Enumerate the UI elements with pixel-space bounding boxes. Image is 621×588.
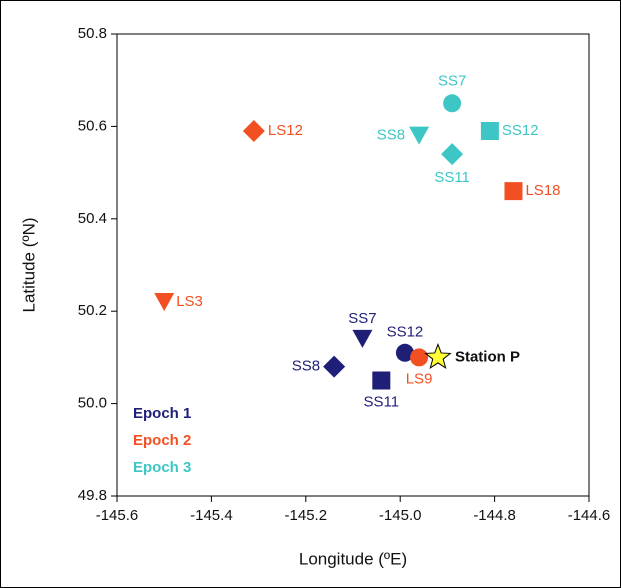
marker (372, 371, 391, 390)
marker (441, 143, 464, 166)
y-tick-label: 50.8 (78, 25, 107, 42)
y-tick-label: 50.2 (78, 302, 107, 319)
point-label: SS8 (377, 127, 405, 144)
x-tick-label: -145.6 (96, 507, 139, 524)
marker (480, 122, 499, 141)
marker (352, 329, 373, 348)
x-tick-label: -144.8 (473, 507, 516, 524)
point-label: LS9 (406, 370, 433, 387)
x-tick-label: -145.0 (379, 507, 422, 524)
point-label: SS11 (434, 169, 470, 186)
point-label: LS12 (268, 122, 303, 139)
x-tick-label: -145.4 (190, 507, 233, 524)
marker (154, 292, 175, 311)
point-label: LS18 (525, 182, 560, 199)
x-axis-title: Longitude (ºE) (299, 549, 407, 568)
x-tick-label: -144.6 (568, 507, 611, 524)
legend-entry: Epoch 2 (133, 432, 191, 449)
marker (504, 182, 523, 201)
marker (242, 120, 265, 143)
marker (410, 348, 429, 367)
x-tick-label: -145.2 (285, 507, 328, 524)
y-tick-label: 49.8 (78, 487, 107, 504)
point-label: SS7 (348, 310, 376, 327)
station-marker (424, 342, 452, 370)
plot-area (116, 33, 590, 497)
point-label: SS8 (292, 358, 320, 375)
point-label: SS12 (502, 122, 539, 139)
marker (395, 343, 414, 362)
point-label: SS7 (438, 72, 466, 89)
y-axis-title: Latitude (ºN) (19, 217, 38, 312)
legend-entry: Epoch 1 (133, 405, 191, 422)
point-label: SS12 (387, 324, 424, 341)
marker (323, 355, 346, 378)
y-tick-label: 50.0 (78, 395, 107, 412)
marker (443, 94, 462, 113)
y-tick-label: 50.6 (78, 117, 107, 134)
point-label: LS3 (176, 293, 203, 310)
marker (409, 126, 430, 145)
y-tick-label: 50.4 (78, 210, 107, 227)
station-label: Station P (455, 348, 520, 365)
legend-entry: Epoch 3 (133, 459, 191, 476)
point-label: SS11 (364, 393, 400, 410)
